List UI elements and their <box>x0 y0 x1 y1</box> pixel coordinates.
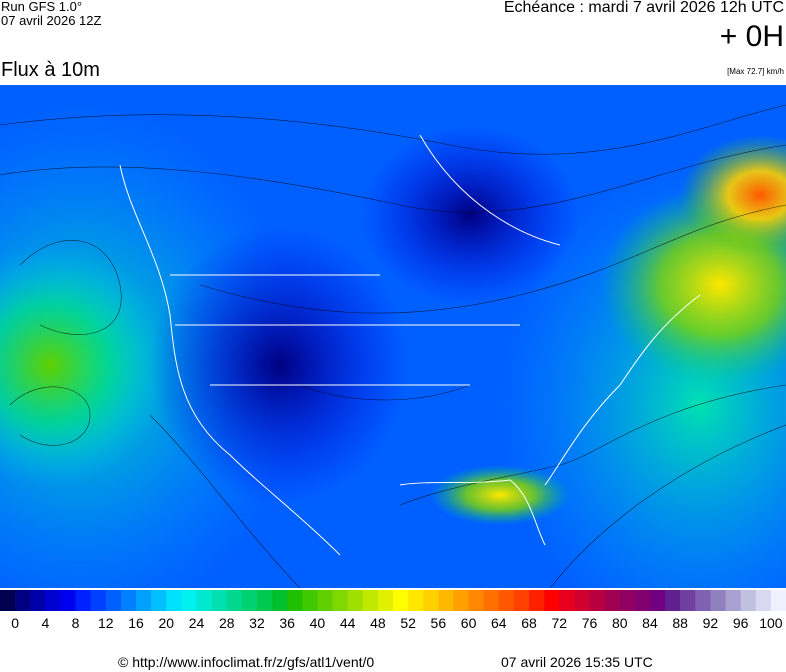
colorbar-label: 92 <box>703 615 719 631</box>
run-label: Run GFS 1.0° <box>1 0 83 14</box>
colorbar: 0 4 8 12 16 20 24 28 32 36 40 44 48 52 56 60 64 68 72 76 80 8… <box>0 590 786 631</box>
color-swatch <box>105 590 122 611</box>
colorbar-label: 80 <box>612 615 628 631</box>
color-swatch <box>468 590 484 611</box>
color-swatch <box>634 590 651 611</box>
color-swatch <box>347 590 364 611</box>
streamlines <box>0 104 786 588</box>
color-swatch <box>45 590 61 611</box>
color-swatch <box>120 590 137 611</box>
color-swatch <box>287 590 303 611</box>
color-swatch <box>529 590 545 611</box>
color-swatch <box>710 590 726 611</box>
color-swatch <box>196 590 212 611</box>
color-swatch <box>589 590 605 611</box>
color-swatch <box>30 590 46 611</box>
color-swatch <box>151 590 167 611</box>
colorbar-label: 68 <box>521 615 537 631</box>
colorbar-label: 32 <box>249 615 265 631</box>
color-swatch <box>665 590 681 611</box>
colorbar-label: 40 <box>310 615 326 631</box>
colorbar-label: 8 <box>72 615 80 631</box>
parameter: Flux à 10m <box>1 59 100 81</box>
field <box>150 225 410 505</box>
color-swatch <box>317 590 333 611</box>
color-swatch <box>90 590 107 611</box>
color-swatch <box>75 590 91 611</box>
colorbar-label: 84 <box>642 615 658 631</box>
run-date: 07 avril 2026 12Z <box>1 13 102 28</box>
colorbar-label: 24 <box>189 615 205 631</box>
field <box>430 465 570 525</box>
color-swatch <box>332 590 348 611</box>
colorbar-label: 72 <box>551 615 567 631</box>
color-swatch <box>211 590 228 611</box>
color-swatch <box>725 590 741 611</box>
color-swatch <box>15 590 31 611</box>
colorbar-label: 48 <box>370 615 386 631</box>
color-swatch <box>377 590 394 611</box>
color-swatch <box>362 590 379 611</box>
colorbar-label: 16 <box>128 615 144 631</box>
color-swatch <box>408 590 424 611</box>
color-swatch <box>453 590 469 611</box>
colorbar-label: 4 <box>41 615 49 631</box>
color-swatch <box>498 590 515 611</box>
color-swatch <box>740 590 757 611</box>
max-value: [Max 72.7] km/h <box>727 67 784 76</box>
colorbar-label: 0 <box>11 615 19 631</box>
color-swatch <box>423 590 439 611</box>
colorbar-label: 76 <box>582 615 598 631</box>
color-swatch <box>393 590 409 611</box>
color-swatch <box>544 590 560 611</box>
field <box>0 245 170 485</box>
color-swatch <box>574 590 590 611</box>
colorbar-label: 56 <box>431 615 447 631</box>
color-swatch <box>302 590 318 611</box>
coastlines <box>119 134 701 556</box>
color-swatch <box>272 590 288 611</box>
color-swatch <box>770 590 786 611</box>
color-swatch <box>619 590 636 611</box>
source-url: © http://www.infoclimat.fr/z/gfs/atl1/ve… <box>118 654 375 670</box>
colorbar-label: 52 <box>400 615 416 631</box>
generated-time: 07 avril 2026 15:35 UTC <box>501 654 653 670</box>
color-swatch <box>680 590 696 611</box>
wind-map <box>0 85 786 588</box>
field <box>360 125 580 305</box>
colorbar-label: 88 <box>672 615 688 631</box>
color-swatch <box>695 590 711 611</box>
color-swatch <box>649 590 666 611</box>
color-swatch <box>136 590 152 611</box>
colorbar-label: 28 <box>219 615 235 631</box>
color-swatch <box>241 590 258 611</box>
colorbar-label: 64 <box>491 615 507 631</box>
color-swatch <box>181 590 197 611</box>
color-swatch <box>226 590 243 611</box>
colorbar-label: 20 <box>158 615 174 631</box>
colorbar-label: 100 <box>759 615 783 631</box>
colorbar-label: 96 <box>733 615 749 631</box>
color-swatch <box>513 590 530 611</box>
colorbar-label: 12 <box>98 615 114 631</box>
lead-time: + 0H <box>719 20 784 53</box>
color-swatch <box>755 590 772 611</box>
colorbar-label: 44 <box>340 615 356 631</box>
color-swatch <box>60 590 76 611</box>
forecast-time: Echéance : mardi 7 avril 2026 12h UTC <box>503 0 784 16</box>
colorbar-label: 60 <box>461 615 477 631</box>
color-swatch <box>604 590 621 611</box>
color-swatch <box>438 590 454 611</box>
color-swatch <box>559 590 575 611</box>
color-swatch <box>256 590 273 611</box>
colorbar-label: 36 <box>279 615 295 631</box>
color-swatch <box>0 590 16 611</box>
field <box>680 135 786 255</box>
color-swatch <box>483 590 500 611</box>
color-swatch <box>166 590 182 611</box>
